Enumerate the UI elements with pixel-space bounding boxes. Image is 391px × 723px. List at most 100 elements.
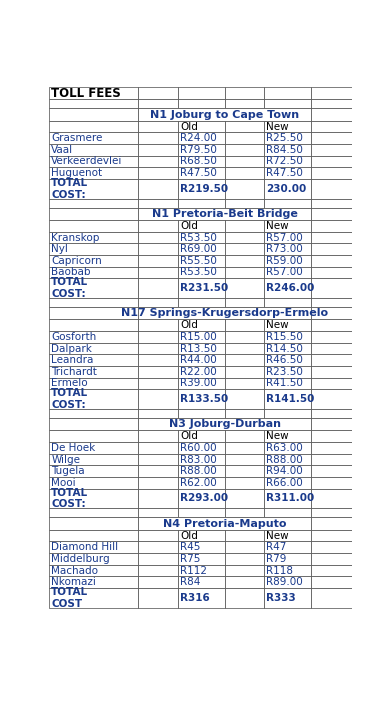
Bar — [311, 354, 352, 366]
Bar — [264, 343, 311, 354]
Text: R79.50: R79.50 — [180, 145, 217, 155]
Bar — [178, 565, 224, 576]
Bar — [311, 132, 352, 144]
Bar — [178, 331, 224, 343]
Bar — [49, 454, 138, 466]
Bar — [138, 99, 178, 108]
Text: R53.50: R53.50 — [180, 233, 217, 243]
Bar — [311, 530, 352, 542]
Bar — [138, 508, 178, 517]
Text: Baobab: Baobab — [51, 268, 91, 278]
Bar — [311, 430, 352, 442]
Bar — [311, 454, 352, 466]
Bar — [138, 588, 178, 607]
Bar — [311, 298, 352, 307]
Bar — [178, 87, 224, 99]
Text: R15.00: R15.00 — [180, 332, 217, 342]
Text: Verkeerdevlei: Verkeerdevlei — [51, 156, 123, 166]
Text: R66.00: R66.00 — [266, 478, 303, 488]
Text: N1 Joburg to Cape Town: N1 Joburg to Cape Town — [150, 109, 299, 119]
Text: Wilge: Wilge — [51, 455, 80, 465]
Text: TOTAL
COST:: TOTAL COST: — [51, 278, 88, 299]
Bar — [49, 477, 138, 489]
Bar — [311, 267, 352, 278]
Bar — [178, 244, 224, 255]
Text: R47.50: R47.50 — [266, 168, 303, 178]
Text: Gosforth: Gosforth — [51, 332, 97, 342]
Bar — [178, 132, 224, 144]
Bar — [264, 489, 311, 508]
Bar — [49, 389, 138, 409]
Bar — [138, 366, 178, 377]
Bar — [311, 442, 352, 454]
Text: R72.50: R72.50 — [266, 156, 303, 166]
Text: R79: R79 — [266, 554, 287, 564]
Text: Machado: Machado — [51, 565, 98, 576]
Text: R133.50: R133.50 — [180, 394, 228, 404]
Bar — [224, 466, 264, 477]
Bar — [224, 354, 264, 366]
Bar — [178, 278, 224, 298]
Bar — [49, 576, 138, 588]
Bar — [224, 508, 264, 517]
Text: R293.00: R293.00 — [180, 494, 228, 503]
Bar — [224, 565, 264, 576]
Text: TOTAL
COST: TOTAL COST — [51, 587, 88, 609]
Bar — [49, 517, 138, 530]
Bar — [49, 87, 138, 99]
Text: R47.50: R47.50 — [180, 168, 217, 178]
Bar — [178, 409, 224, 418]
Bar — [49, 489, 138, 508]
Text: Vaal: Vaal — [51, 145, 74, 155]
Text: TOTAL
COST:: TOTAL COST: — [51, 178, 88, 200]
Text: R69.00: R69.00 — [180, 244, 217, 254]
Bar — [311, 320, 352, 331]
Text: R88.00: R88.00 — [266, 455, 303, 465]
Bar — [264, 320, 311, 331]
Bar — [264, 377, 311, 389]
Text: New: New — [266, 121, 289, 132]
Text: R22.00: R22.00 — [180, 367, 217, 377]
Bar — [264, 466, 311, 477]
Text: R45: R45 — [180, 542, 201, 552]
Text: R62.00: R62.00 — [180, 478, 217, 488]
Bar — [224, 588, 264, 607]
Text: New: New — [266, 320, 289, 330]
Bar — [311, 108, 352, 121]
Bar — [138, 121, 178, 132]
Bar — [311, 144, 352, 155]
Bar — [178, 343, 224, 354]
Text: R14.50: R14.50 — [266, 343, 303, 354]
Bar — [178, 155, 224, 167]
Bar — [224, 155, 264, 167]
Bar — [264, 87, 311, 99]
Bar — [264, 565, 311, 576]
Text: R75: R75 — [180, 554, 201, 564]
Bar — [311, 477, 352, 489]
Bar — [49, 542, 138, 553]
Text: R84: R84 — [180, 577, 201, 587]
Text: R13.50: R13.50 — [180, 343, 217, 354]
Bar — [311, 565, 352, 576]
Text: R88.00: R88.00 — [180, 466, 217, 476]
Bar — [311, 542, 352, 553]
Bar — [178, 430, 224, 442]
Bar — [138, 489, 178, 508]
Bar — [49, 565, 138, 576]
Bar — [138, 179, 178, 199]
Bar — [49, 588, 138, 607]
Bar — [178, 442, 224, 454]
Text: R57.00: R57.00 — [266, 233, 303, 243]
Bar — [224, 477, 264, 489]
Bar — [138, 354, 178, 366]
Bar — [224, 320, 264, 331]
Bar — [138, 442, 178, 454]
Bar — [178, 255, 224, 267]
Bar — [178, 553, 224, 565]
Text: Old: Old — [180, 320, 198, 330]
Bar — [224, 220, 264, 232]
Bar — [138, 477, 178, 489]
Text: R63.00: R63.00 — [266, 443, 303, 453]
Bar — [138, 331, 178, 343]
Bar — [138, 454, 178, 466]
